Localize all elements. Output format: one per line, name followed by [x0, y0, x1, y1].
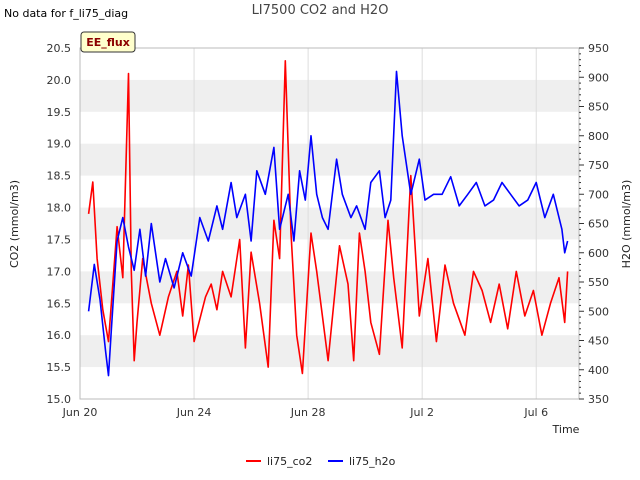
left-axis-ticks: 15.0 15.5 16.0 16.5 17.0 17.5 18.0 18.5 19.0 19.5…	[47, 42, 72, 406]
x-tick-label: Jul 6	[523, 406, 548, 419]
no-data-notice: No data for f_li75_diag	[4, 7, 129, 20]
left-tick-label: 15.0	[47, 393, 72, 406]
chart-title: LI7500 CO2 and H2O	[251, 3, 389, 18]
right-axis-ticks: 350 400 450 500 550 600 650 700 750 800 850 900 950	[579, 42, 609, 406]
legend: li75_co2 li75_h2o	[246, 455, 396, 468]
right-tick-label: 850	[588, 101, 609, 114]
x-tick-label: Jul 2	[409, 406, 434, 419]
site-badge-label: EE_flux	[86, 36, 130, 49]
site-badge: EE_flux	[80, 31, 136, 53]
left-tick-label: 16.0	[47, 329, 72, 342]
x-axis-label: Time	[552, 423, 580, 436]
right-tick-label: 700	[588, 188, 609, 201]
left-tick-label: 15.5	[47, 361, 72, 374]
grid-bands	[80, 79, 579, 368]
left-tick-label: 19.0	[47, 138, 72, 151]
right-y-axis-label: H2O (mmol/m3)	[620, 180, 633, 269]
left-tick-label: 20.5	[47, 42, 72, 55]
left-tick-label: 19.5	[47, 106, 72, 119]
right-tick-label: 550	[588, 276, 609, 289]
left-tick-label: 18.0	[47, 202, 72, 215]
right-tick-label: 650	[588, 218, 609, 231]
grid-band	[80, 271, 579, 304]
left-tick-label: 17.0	[47, 265, 72, 278]
left-tick-label: 18.5	[47, 170, 72, 183]
right-tick-label: 600	[588, 247, 609, 260]
grid-band	[80, 79, 579, 112]
left-tick-label: 17.5	[47, 233, 72, 246]
left-tick-label: 16.5	[47, 297, 72, 310]
right-tick-label: 500	[588, 305, 609, 318]
right-tick-label: 950	[588, 42, 609, 55]
left-y-axis-label: CO2 (mmol/m3)	[8, 180, 21, 268]
right-tick-label: 350	[588, 393, 609, 406]
right-tick-label: 750	[588, 159, 609, 172]
right-tick-label: 450	[588, 335, 609, 348]
site-badge-box	[80, 31, 136, 53]
x-tick-label: Jun 24	[176, 406, 212, 419]
x-tick-label: Jun 28	[290, 406, 326, 419]
series-line-li75_h2o	[87, 70, 569, 377]
right-tick-label: 900	[588, 71, 609, 84]
series-lines	[87, 59, 569, 377]
legend-label-co2: li75_co2	[267, 455, 312, 468]
legend-label-h2o: li75_h2o	[349, 455, 396, 468]
series-line-li75_co2	[87, 59, 569, 375]
right-tick-label: 800	[588, 130, 609, 143]
right-tick-label: 400	[588, 364, 609, 377]
grid-band	[80, 143, 579, 176]
x-axis-ticks: Jun 20 Jun 24 Jun 28 Jul 2 Jul 6	[62, 406, 548, 419]
x-tick-label: Jun 20	[62, 406, 98, 419]
left-tick-label: 20.0	[47, 74, 72, 87]
